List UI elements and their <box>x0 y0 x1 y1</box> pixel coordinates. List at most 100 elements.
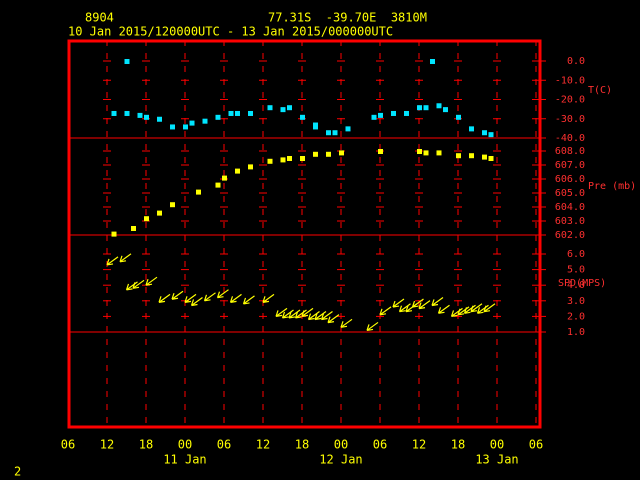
data-point <box>436 103 442 109</box>
data-point <box>170 202 175 208</box>
data-point <box>404 110 409 116</box>
x-tick-label: 06 <box>373 438 387 452</box>
axis-label: Pre (mb) <box>588 181 636 192</box>
data-point <box>235 168 240 174</box>
x-tick-label: 18 <box>139 438 153 452</box>
wind-arrow <box>119 253 132 263</box>
wind-arrow <box>242 295 255 305</box>
data-point <box>469 126 474 132</box>
x-tick-label: 12 <box>256 438 270 452</box>
data-point <box>488 156 494 161</box>
plot-frame <box>67 39 542 429</box>
data-point <box>248 164 253 170</box>
wind-arrow <box>203 292 216 302</box>
wind-arrow <box>294 309 307 319</box>
y-tick-label: 607.0 <box>555 160 585 171</box>
wind-arrow <box>171 290 184 300</box>
data-point <box>443 107 448 113</box>
wind-arrow <box>340 318 353 328</box>
y-tick-label: 604.0 <box>555 202 585 213</box>
data-point <box>469 153 474 159</box>
data-point <box>157 210 162 216</box>
data-point <box>300 156 305 161</box>
data-point <box>371 114 377 120</box>
x-tick-label: 18 <box>451 438 465 452</box>
data-point <box>144 216 149 222</box>
data-point <box>456 114 461 120</box>
y-tick-label: -20.0 <box>555 95 585 106</box>
data-point <box>423 105 429 111</box>
wind-arrow <box>431 296 444 307</box>
wind-arrow <box>262 293 275 303</box>
y-tick-label: 0.0 <box>567 56 585 67</box>
y-tick-label: 605.0 <box>555 188 585 199</box>
data-point <box>326 151 331 157</box>
data-point <box>235 110 240 116</box>
data-point <box>215 182 221 188</box>
data-point <box>456 153 461 159</box>
data-point <box>222 175 227 181</box>
data-point <box>436 150 442 156</box>
data-point <box>228 110 234 116</box>
data-point <box>287 156 292 161</box>
data-point <box>137 112 143 118</box>
data-point <box>423 150 429 156</box>
wind-arrow <box>379 306 392 316</box>
station-location: 77.31S -39.70E 3810M <box>268 11 427 25</box>
data-point <box>202 118 208 124</box>
y-tick-label: 5.0 <box>567 265 585 276</box>
x-tick-label: 00 <box>490 438 504 452</box>
data-point <box>111 110 117 116</box>
data-point <box>157 116 162 122</box>
axis-label: T(C) <box>588 85 612 96</box>
wind-arrow <box>281 309 294 319</box>
data-point <box>300 114 305 120</box>
wind-arrow <box>463 304 476 314</box>
data-point <box>488 132 494 138</box>
wind-arrow <box>392 298 405 308</box>
y-tick-label: 1.0 <box>567 327 585 338</box>
data-point <box>170 124 175 130</box>
data-point <box>280 157 286 163</box>
wind-arrow <box>275 307 288 317</box>
data-point <box>430 59 435 64</box>
wind-arrow <box>184 293 197 303</box>
data-point <box>131 226 136 231</box>
data-point <box>215 114 221 120</box>
data-point <box>144 114 149 120</box>
data-point <box>196 189 201 195</box>
wind-arrow <box>411 298 424 308</box>
y-tick-label: 2.0 <box>567 311 585 322</box>
data-point <box>482 154 487 160</box>
wind-arrow <box>106 256 119 266</box>
wind-arrow <box>320 311 333 321</box>
data-point <box>345 126 351 132</box>
y-tick-label: -10.0 <box>555 75 585 86</box>
wind-arrow <box>314 311 327 321</box>
y-tick-label: 6.0 <box>567 249 585 260</box>
data-point <box>267 105 273 111</box>
x-tick-label: 00 <box>334 438 348 452</box>
x-tick-label: 00 <box>178 438 192 452</box>
day-label: 13 Jan <box>475 453 518 467</box>
day-label: 12 Jan <box>319 453 362 467</box>
plot-layer: 06 12 18 00 06 12 18 00 06 12 18 00 06 11 Jan 12 Jan 13… <box>61 40 636 467</box>
wind-arrow <box>216 289 229 299</box>
data-point <box>248 110 253 116</box>
wind-arrow <box>132 279 145 289</box>
data-point <box>287 105 292 111</box>
data-point <box>280 107 286 113</box>
data-point <box>339 150 344 156</box>
data-point <box>313 151 318 157</box>
wind-arrow <box>125 281 138 291</box>
wind-arrow <box>288 309 301 319</box>
day-label: 11 Jan <box>163 453 206 467</box>
data-point <box>378 149 383 154</box>
wind-arrow <box>476 304 489 314</box>
data-point <box>267 158 273 164</box>
wind-arrow <box>190 296 203 307</box>
wind-arrow <box>158 293 171 303</box>
y-tick-label: 603.0 <box>555 216 585 227</box>
wind-arrow <box>366 321 379 332</box>
